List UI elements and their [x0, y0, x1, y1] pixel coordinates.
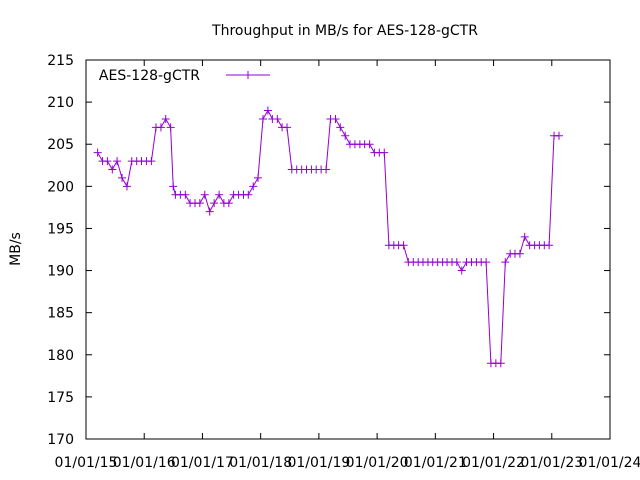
chart-title: Throughput in MB/s for AES-128-gCTR [211, 23, 478, 39]
x-tick-label: 01/01/20 [346, 455, 409, 471]
data-point [205, 207, 214, 216]
data-point [258, 114, 267, 123]
x-axis-ticks: 01/01/1501/01/1601/01/1701/01/1801/01/19… [55, 60, 640, 471]
data-point [482, 258, 491, 267]
data-point [545, 241, 554, 250]
series-layer [93, 106, 563, 368]
data-point [122, 182, 131, 191]
y-tick-label: 170 [47, 432, 74, 448]
y-tick-label: 195 [47, 221, 74, 237]
data-point [399, 241, 408, 250]
data-point [452, 258, 461, 267]
y-tick-label: 180 [47, 348, 74, 364]
data-point [93, 148, 102, 157]
data-point [273, 114, 282, 123]
data-point [501, 258, 510, 267]
data-point [156, 123, 165, 132]
data-point [496, 359, 505, 368]
data-point [380, 148, 389, 157]
x-tick-label: 01/01/15 [55, 455, 118, 471]
x-tick-label: 01/01/18 [229, 455, 292, 471]
data-point [263, 106, 272, 115]
x-tick-label: 01/01/24 [579, 455, 640, 471]
data-point [118, 173, 127, 182]
data-point [457, 266, 466, 275]
x-tick-label: 01/01/22 [462, 455, 525, 471]
data-point [224, 199, 233, 208]
legend-marker [244, 71, 252, 79]
data-point [113, 157, 122, 166]
data-point [515, 249, 524, 258]
data-point [322, 165, 331, 174]
series-line [97, 109, 559, 364]
x-tick-label: 01/01/17 [171, 455, 234, 471]
data-point [210, 199, 219, 208]
data-point [108, 165, 117, 174]
data-point [161, 114, 170, 123]
y-tick-label: 210 [47, 95, 74, 111]
data-point [169, 182, 178, 191]
data-point [166, 123, 175, 132]
data-point [215, 190, 224, 199]
y-tick-label: 215 [47, 53, 74, 69]
y-tick-label: 205 [47, 137, 74, 153]
x-tick-label: 01/01/19 [287, 455, 350, 471]
y-axis-ticks: 170 175 180 185 190 195 200 205 210 215 [47, 53, 610, 448]
x-tick-label: 01/01/21 [404, 455, 467, 471]
data-point [254, 173, 263, 182]
data-point [249, 182, 258, 191]
data-point [147, 157, 156, 166]
data-point [244, 190, 253, 199]
data-point [283, 123, 292, 132]
y-axis-label: MB/s [8, 232, 24, 266]
data-point [336, 123, 345, 132]
plot-frame [85, 59, 611, 440]
data-point [103, 157, 112, 166]
data-point [341, 131, 350, 140]
legend-label: AES-128-gCTR [99, 68, 200, 84]
legend: AES-128-gCTR [99, 68, 270, 84]
x-tick-label: 01/01/23 [520, 455, 583, 471]
data-point [520, 232, 529, 241]
data-point [200, 190, 209, 199]
data-point [365, 140, 374, 149]
y-tick-label: 175 [47, 390, 74, 406]
data-point [195, 199, 204, 208]
data-point [331, 114, 340, 123]
y-tick-label: 185 [47, 306, 74, 322]
data-point [554, 131, 563, 140]
y-tick-label: 190 [47, 264, 74, 280]
x-tick-label: 01/01/16 [113, 455, 176, 471]
y-tick-label: 200 [47, 179, 74, 195]
data-point [181, 190, 190, 199]
